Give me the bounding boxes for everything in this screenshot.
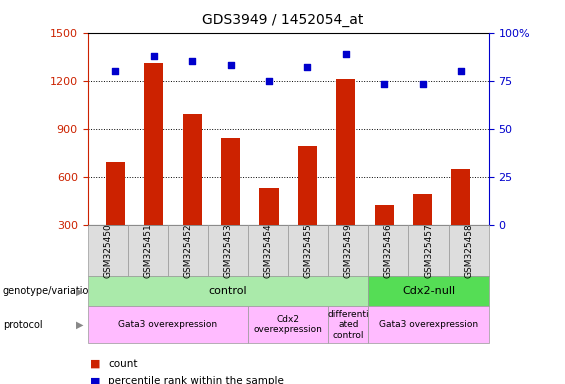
Text: control: control [208,286,247,296]
Point [149,53,158,59]
Text: GSM325450: GSM325450 [103,223,112,278]
Text: ▶: ▶ [76,319,83,330]
Text: GSM325459: GSM325459 [344,223,353,278]
Text: GSM325454: GSM325454 [264,223,272,278]
Point [341,51,350,57]
Text: percentile rank within the sample: percentile rank within the sample [108,376,284,384]
Text: GSM325452: GSM325452 [184,223,192,278]
Point [188,58,197,65]
Text: differenti
ated
control: differenti ated control [328,310,369,339]
Text: GSM325453: GSM325453 [224,223,232,278]
Bar [375,205,394,273]
Text: protocol: protocol [3,319,42,330]
Point [111,68,120,74]
Point [380,81,389,88]
Bar [182,114,202,273]
Point [226,62,235,68]
Text: ■: ■ [90,376,101,384]
Point [418,81,427,88]
Text: genotype/variation: genotype/variation [3,286,95,296]
Bar [259,188,279,273]
Bar [336,79,355,273]
Bar [144,63,163,273]
Bar [106,162,125,273]
Text: GDS3949 / 1452054_at: GDS3949 / 1452054_at [202,13,363,27]
Bar [221,138,240,273]
Text: Gata3 overexpression: Gata3 overexpression [118,320,218,329]
Bar [451,169,471,273]
Text: ■: ■ [90,359,101,369]
Point [457,68,466,74]
Text: Cdx2
overexpression: Cdx2 overexpression [254,315,323,334]
Text: ▶: ▶ [76,286,83,296]
Text: GSM325451: GSM325451 [144,223,152,278]
Text: Cdx2-null: Cdx2-null [402,286,455,296]
Bar [298,146,317,273]
Point [303,64,312,70]
Text: count: count [108,359,138,369]
Text: GSM325457: GSM325457 [424,223,433,278]
Text: Gata3 overexpression: Gata3 overexpression [379,320,478,329]
Text: GSM325458: GSM325458 [464,223,473,278]
Bar [413,194,432,273]
Text: GSM325455: GSM325455 [304,223,312,278]
Point [264,78,273,84]
Text: GSM325456: GSM325456 [384,223,393,278]
